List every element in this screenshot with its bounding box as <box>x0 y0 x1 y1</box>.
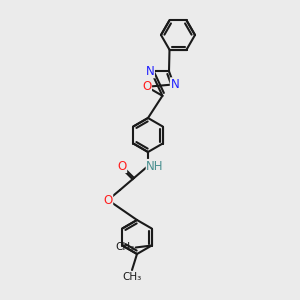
Text: CH₃: CH₃ <box>122 272 142 282</box>
Text: O: O <box>103 194 112 206</box>
Text: CH₃: CH₃ <box>116 242 135 253</box>
Text: O: O <box>117 160 127 172</box>
Text: N: N <box>170 78 179 91</box>
Text: NH: NH <box>146 160 164 172</box>
Text: N: N <box>146 65 154 78</box>
Text: O: O <box>142 80 152 93</box>
